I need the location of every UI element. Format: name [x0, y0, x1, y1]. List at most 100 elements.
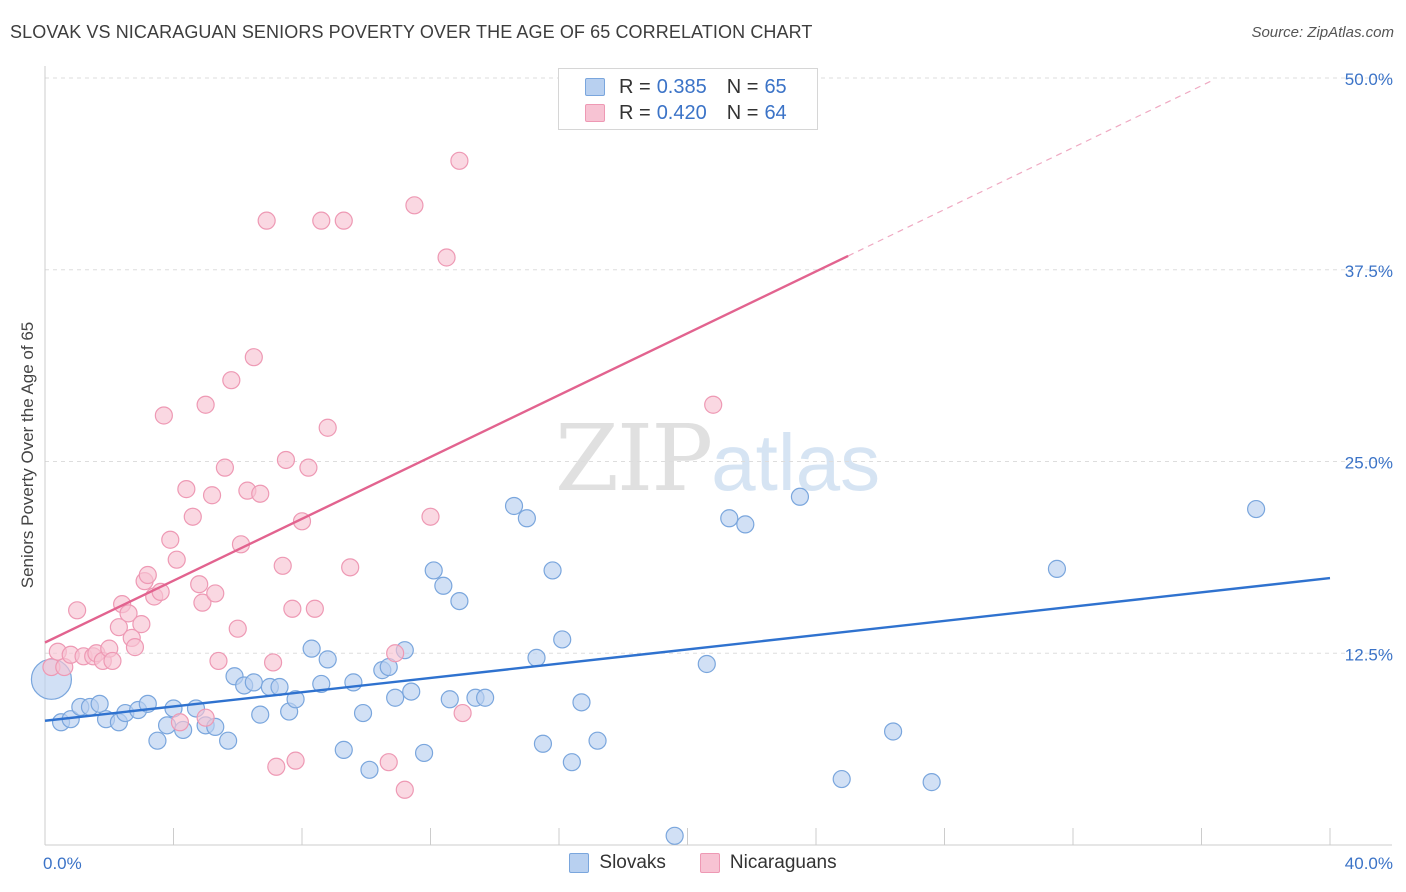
slovaks-point	[885, 723, 902, 740]
nicaraguans-point	[191, 576, 208, 593]
nicaraguans-point	[319, 419, 336, 436]
legend-item-nicaraguans: Nicaraguans	[700, 852, 837, 874]
slovaks-point	[425, 562, 442, 579]
nicaraguans-point	[306, 600, 323, 617]
slovaks-point	[435, 577, 452, 594]
slovaks-point	[506, 497, 523, 514]
nicaraguans-point	[245, 349, 262, 366]
nicaraguans-point	[207, 585, 224, 602]
nicaraguans-point	[133, 616, 150, 633]
legend-r-value: 0.385	[657, 76, 707, 99]
slovaks-point	[245, 674, 262, 691]
slovaks-point	[721, 510, 738, 527]
nicaraguans-legend-swatch	[700, 853, 720, 873]
nicaraguans-point	[155, 407, 172, 424]
slovaks-point	[355, 705, 372, 722]
nicaraguans-point	[335, 212, 352, 229]
nicaraguans-point	[69, 602, 86, 619]
nicaraguans-point	[126, 639, 143, 656]
nicaraguans-point	[223, 372, 240, 389]
nicaraguans-point	[178, 481, 195, 498]
legend-r-value: 0.420	[657, 102, 707, 125]
slovaks-trend-line	[45, 578, 1330, 721]
nicaraguans-point	[274, 557, 291, 574]
nicaraguans-point	[229, 620, 246, 637]
nicaraguans-point	[396, 781, 413, 798]
slovaks-point	[923, 774, 940, 791]
nicaraguans-point	[268, 758, 285, 775]
slovaks-point	[1048, 560, 1065, 577]
correlation-legend: R = 0.385 N = 65 R = 0.420 N = 64	[558, 68, 818, 130]
slovaks-swatch	[585, 78, 605, 96]
slovaks-point	[441, 691, 458, 708]
y-tick-label: 12.5%	[1345, 645, 1393, 664]
legend-n-label: N =	[727, 102, 759, 125]
y-tick-label: 50.0%	[1345, 70, 1393, 89]
slovaks-point	[1248, 501, 1265, 518]
slovaks-point	[91, 695, 108, 712]
nicaraguans-point	[284, 600, 301, 617]
legend-row-nicaraguans: R = 0.420 N = 64	[585, 101, 787, 125]
nicaraguans-point	[210, 652, 227, 669]
slovaks-point	[220, 732, 237, 749]
slovaks-point	[563, 754, 580, 771]
legend-r-label: R =	[619, 102, 651, 125]
nicaraguans-point	[380, 754, 397, 771]
nicaraguans-point	[342, 559, 359, 576]
nicaraguans-point	[422, 508, 439, 525]
slovaks-legend-label: Slovaks	[599, 852, 666, 874]
nicaraguans-point	[451, 152, 468, 169]
slovaks-point	[403, 683, 420, 700]
nicaraguans-swatch	[585, 104, 605, 122]
slovaks-point	[303, 640, 320, 657]
slovaks-point	[451, 593, 468, 610]
slovaks-point	[387, 689, 404, 706]
nicaraguans-point	[287, 752, 304, 769]
slovaks-point	[149, 732, 166, 749]
nicaraguans-point	[300, 459, 317, 476]
nicaraguans-point	[184, 508, 201, 525]
slovaks-point	[737, 516, 754, 533]
slovaks-point	[833, 771, 850, 788]
nicaraguans-point	[258, 212, 275, 229]
legend-n-label: N =	[727, 76, 759, 99]
slovaks-point	[573, 694, 590, 711]
slovaks-point	[544, 562, 561, 579]
nicaraguans-point	[438, 249, 455, 266]
nicaraguans-point	[277, 451, 294, 468]
nicaraguans-point	[139, 567, 156, 584]
nicaraguans-point	[406, 197, 423, 214]
nicaraguans-trend-extension	[848, 81, 1211, 256]
slovaks-point	[477, 689, 494, 706]
nicaraguans-point	[197, 709, 214, 726]
legend-row-slovaks: R = 0.385 N = 65	[585, 75, 787, 99]
slovaks-point	[335, 741, 352, 758]
slovaks-point	[554, 631, 571, 648]
nicaraguans-point	[171, 714, 188, 731]
nicaraguans-point	[705, 396, 722, 413]
slovaks-point	[518, 510, 535, 527]
series-legend: Slovaks Nicaraguans	[0, 852, 1406, 874]
nicaraguans-point	[204, 487, 221, 504]
legend-n-value: 64	[764, 102, 786, 125]
y-tick-label: 25.0%	[1345, 454, 1393, 473]
y-tick-label: 37.5%	[1345, 262, 1393, 281]
nicaraguans-point	[168, 551, 185, 568]
nicaraguans-point	[216, 459, 233, 476]
nicaraguans-point	[265, 654, 282, 671]
slovaks-point	[252, 706, 269, 723]
slovaks-point	[698, 655, 715, 672]
slovaks-point	[361, 761, 378, 778]
legend-n-value: 65	[764, 76, 786, 99]
slovaks-point	[666, 827, 683, 844]
nicaraguans-point	[387, 645, 404, 662]
slovaks-legend-swatch	[569, 853, 589, 873]
slovaks-point	[416, 744, 433, 761]
legend-item-slovaks: Slovaks	[569, 852, 666, 874]
slovaks-point	[528, 649, 545, 666]
slovaks-point	[791, 488, 808, 505]
legend-r-label: R =	[619, 76, 651, 99]
nicaraguans-point	[197, 396, 214, 413]
nicaraguans-legend-label: Nicaraguans	[730, 852, 837, 874]
